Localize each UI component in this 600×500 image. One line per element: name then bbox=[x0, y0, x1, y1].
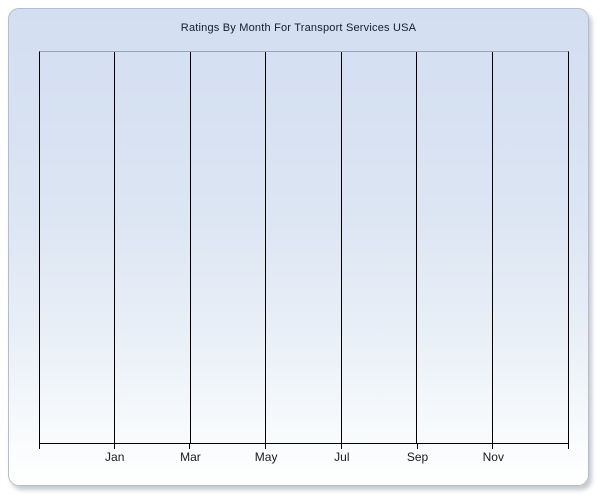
x-axis-tick bbox=[568, 444, 569, 449]
gridline bbox=[340, 52, 342, 443]
gridline bbox=[416, 52, 418, 443]
x-axis-label: Jan bbox=[105, 450, 125, 464]
chart-title: Ratings By Month For Transport Services … bbox=[180, 22, 417, 34]
x-axis-tick bbox=[189, 444, 191, 449]
gridline bbox=[265, 52, 267, 443]
x-axis-tick bbox=[492, 444, 494, 449]
x-axis-tick bbox=[113, 444, 115, 449]
x-axis-tick bbox=[416, 444, 418, 449]
x-axis-label: May bbox=[254, 450, 278, 464]
x-axis-label: Mar bbox=[180, 450, 201, 464]
gridline bbox=[114, 52, 116, 443]
x-axis-label: Nov bbox=[482, 450, 504, 464]
x-axis-labels: Jan Mar May Jul Sep Nov bbox=[39, 450, 569, 466]
gridline bbox=[189, 52, 191, 443]
x-axis-label: Jul bbox=[334, 450, 350, 464]
gridline bbox=[491, 52, 493, 443]
x-axis-ticks bbox=[39, 444, 569, 449]
x-axis-tick bbox=[265, 444, 267, 449]
x-axis-tick bbox=[340, 444, 342, 449]
x-axis-label: Sep bbox=[406, 450, 429, 464]
chart-panel: Ratings By Month For Transport Services … bbox=[8, 8, 589, 486]
x-axis-tick bbox=[39, 444, 40, 449]
plot-area bbox=[39, 51, 569, 444]
